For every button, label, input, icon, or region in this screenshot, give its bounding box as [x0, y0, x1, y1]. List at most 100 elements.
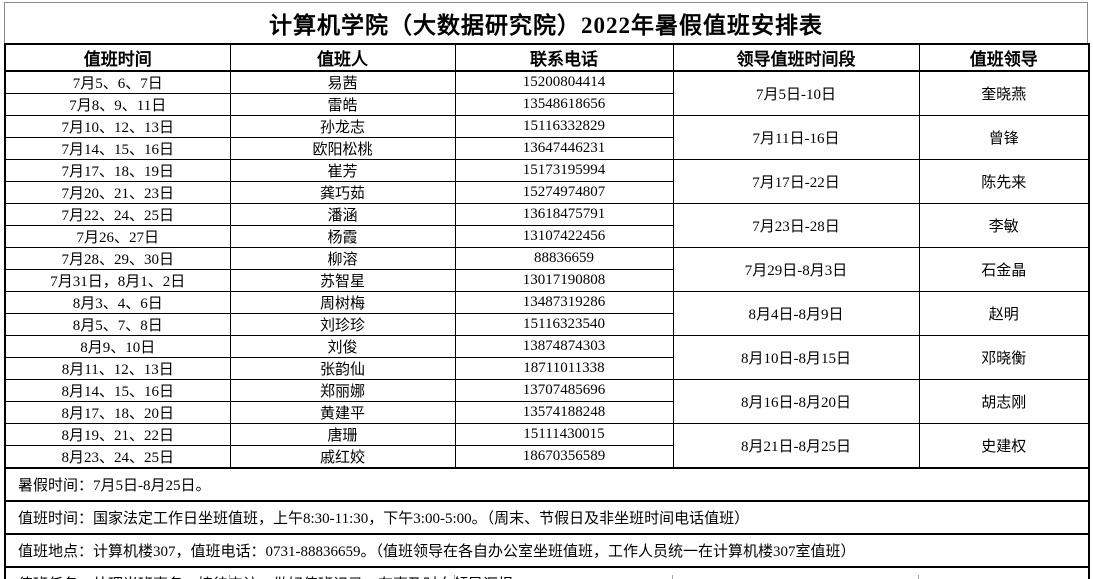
leader-period-cell: 7月23日-28日 [672, 203, 920, 248]
leader-name-cell: 奎晓燕 [918, 70, 1090, 116]
phone-cell: 13487319286 [454, 291, 674, 314]
duty-person-cell: 孙龙志 [229, 115, 456, 138]
leader-name-cell: 李敏 [918, 203, 1090, 248]
phone-cell: 13107422456 [454, 225, 674, 248]
table-row: 7月26、27日 杨霞 13107422456 [4, 225, 1089, 248]
note-row-duty-location: 值班地点：计算机楼307，值班电话：0731-88836659。（值班领导在各自… [4, 533, 1090, 568]
table-row: 7月14、15、16日 欧阳松桃 13647446231 [4, 137, 1089, 160]
header-row: 值班时间 值班人 联系电话 领导值班时间段 值班领导 [4, 43, 1090, 72]
duty-time-cell: 7月14、15、16日 [4, 137, 231, 160]
duty-time-cell: 8月3、4、6日 [4, 291, 231, 314]
duty-person-cell: 崔芳 [229, 159, 456, 182]
duty-person-cell: 刘珍珍 [229, 313, 456, 336]
leader-name-cell: 陈先来 [918, 159, 1090, 204]
duty-time-cell: 8月19、21、22日 [4, 423, 231, 446]
duty-person-cell: 戚红姣 [229, 445, 456, 469]
col-header-duty-leader: 值班领导 [918, 43, 1090, 72]
duty-time-cell: 7月8、9、11日 [4, 93, 231, 116]
phone-cell: 13707485696 [454, 379, 674, 402]
leader-name-cell: 胡志刚 [918, 379, 1090, 424]
duty-time-cell: 8月5、7、8日 [4, 313, 231, 336]
phone-cell: 18670356589 [454, 445, 674, 469]
leader-period-cell: 7月17日-22日 [672, 159, 920, 204]
duty-time-cell: 8月11、12、13日 [4, 357, 231, 380]
table-row: 8月17、18、20日 黄建平 13574188248 [4, 401, 1089, 424]
duty-person-cell: 杨霞 [229, 225, 456, 248]
leader-period-cell: 7月29日-8月3日 [672, 247, 920, 292]
table-row: 8月5、7、8日 刘珍珍 15116323540 [4, 313, 1089, 336]
leader-name-cell: 史建权 [918, 423, 1090, 469]
note-text: 值班任务：处理当班事务，接待来访，做好值班记录，有事及时向领导汇报。 [4, 566, 1090, 579]
duty-time-cell: 8月9、10日 [4, 335, 231, 358]
duty-time-cell: 8月14、15、16日 [4, 379, 231, 402]
note-text: 值班地点：计算机楼307，值班电话：0731-88836659。（值班领导在各自… [4, 533, 1090, 568]
leader-period-cell: 8月4日-8月9日 [672, 291, 920, 336]
leader-name-cell: 邓晓衡 [918, 335, 1090, 380]
col-header-duty-person: 值班人 [229, 43, 456, 72]
phone-cell: 15173195994 [454, 159, 674, 182]
table-row: 8月14、15、16日 郑丽娜 13707485696 8月16日-8月20日 … [4, 379, 1090, 424]
leader-name-cell: 赵明 [918, 291, 1090, 336]
duty-person-cell: 刘俊 [229, 335, 456, 358]
leader-name-cell: 石金晶 [918, 247, 1090, 292]
leader-period-cell: 8月10日-8月15日 [672, 335, 920, 380]
duty-time-cell: 7月28、29、30日 [4, 247, 231, 270]
duty-time-cell: 7月22、24、25日 [4, 203, 231, 226]
table-row: 7月17、18、19日 崔芳 15173195994 7月17日-22日 陈先来 [4, 159, 1090, 204]
phone-cell: 15111430015 [454, 423, 674, 446]
page-title: 计算机学院（大数据研究院）2022年暑假值班安排表 [4, 2, 1088, 43]
duty-person-cell: 龚巧茹 [229, 181, 456, 204]
table-row: 7月22、24、25日 潘涵 13618475791 7月23日-28日 李敏 [4, 203, 1090, 248]
note-text: 暑假时间：7月5日-8月25日。 [4, 467, 1090, 502]
leader-period-cell: 8月21日-8月25日 [672, 423, 920, 469]
duty-time-cell: 7月26、27日 [4, 225, 231, 248]
phone-cell: 15200804414 [454, 70, 674, 94]
phone-cell: 13647446231 [454, 137, 674, 160]
duty-time-cell: 8月17、18、20日 [4, 401, 231, 424]
table-row: 8月19、21、22日 唐珊 15111430015 8月21日-8月25日 史… [4, 423, 1090, 469]
leader-period-cell: 8月16日-8月20日 [672, 379, 920, 424]
leader-period-cell: 7月11日-16日 [672, 115, 920, 160]
phone-cell: 13548618656 [454, 93, 674, 116]
duty-person-cell: 周树梅 [229, 291, 456, 314]
table-row: 8月23、24、25日 戚红姣 18670356589 [4, 445, 1089, 469]
table-row: 8月9、10日 刘俊 13874874303 8月10日-8月15日 邓晓衡 [4, 335, 1090, 380]
duty-table: 值班时间 值班人 联系电话 领导值班时间段 值班领导 7月5、6、7日 易茜 1… [4, 43, 1090, 579]
gridline-tick [918, 575, 919, 579]
duty-person-cell: 苏智星 [229, 269, 456, 292]
duty-person-cell: 黄建平 [229, 401, 456, 424]
note-text: 值班时间：国家法定工作日坐班值班，上午8:30-11:30，下午3:00-5:0… [4, 500, 1090, 535]
phone-cell: 13574188248 [454, 401, 674, 424]
col-header-phone: 联系电话 [454, 43, 674, 72]
table-row: 7月28、29、30日 柳溶 88836659 7月29日-8月3日 石金晶 [4, 247, 1090, 292]
leader-name-cell: 曾锋 [918, 115, 1090, 160]
col-header-leader-period: 领导值班时间段 [672, 43, 920, 72]
duty-time-cell: 8月23、24、25日 [4, 445, 231, 469]
note-row-duty-tasks: 值班任务：处理当班事务，接待来访，做好值班记录，有事及时向领导汇报。 [4, 566, 1090, 579]
table-row: 7月10、12、13日 孙龙志 15116332829 7月11日-16日 曾锋 [4, 115, 1090, 160]
duty-person-cell: 易茜 [229, 70, 456, 94]
phone-cell: 13874874303 [454, 335, 674, 358]
phone-cell: 15116332829 [454, 115, 674, 138]
phone-cell: 15274974807 [454, 181, 674, 204]
phone-cell: 13618475791 [454, 203, 674, 226]
gridline-tick [229, 575, 230, 579]
table-row: 8月3、4、6日 周树梅 13487319286 8月4日-8月9日 赵明 [4, 291, 1090, 336]
leader-period-cell: 7月5日-10日 [672, 70, 920, 116]
duty-person-cell: 唐珊 [229, 423, 456, 446]
duty-person-cell: 柳溶 [229, 247, 456, 270]
phone-cell: 13017190808 [454, 269, 674, 292]
duty-time-cell: 7月20、21、23日 [4, 181, 231, 204]
table-row: 7月31日，8月1、2日 苏智星 13017190808 [4, 269, 1089, 292]
table-row: 8月11、12、13日 张韵仙 18711011338 [4, 357, 1089, 380]
duty-person-cell: 张韵仙 [229, 357, 456, 380]
phone-cell: 88836659 [454, 247, 674, 270]
phone-cell: 18711011338 [454, 357, 674, 380]
note-row-vacation-period: 暑假时间：7月5日-8月25日。 [4, 467, 1090, 502]
duty-person-cell: 潘涵 [229, 203, 456, 226]
phone-cell: 15116323540 [454, 313, 674, 336]
table-row: 7月5、6、7日 易茜 15200804414 7月5日-10日 奎晓燕 [4, 70, 1090, 116]
duty-time-cell: 7月31日，8月1、2日 [4, 269, 231, 292]
gridline-tick [672, 575, 673, 579]
